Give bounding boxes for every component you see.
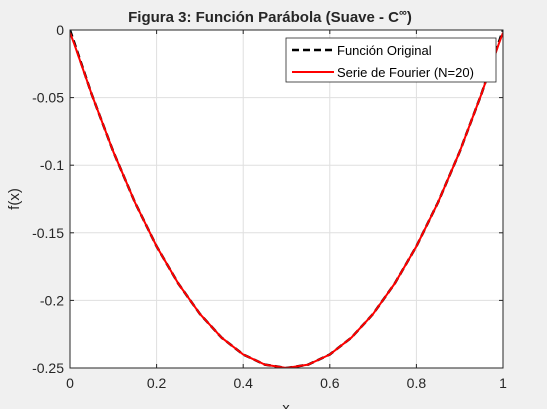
legend: Función Original Serie de Fourier (N=20) xyxy=(285,37,497,83)
x-tick-label: 0 xyxy=(66,375,74,391)
chart-title: Figura 3: Función Parábola (Suave - C∞) xyxy=(128,7,412,26)
legend-box xyxy=(285,37,497,83)
y-tick-label: -0.25 xyxy=(32,360,64,376)
series-line-1 xyxy=(70,32,503,368)
y-axis-label: f(x) xyxy=(6,188,23,210)
x-tick-label: 1 xyxy=(499,375,507,391)
y-tick-label: -0.05 xyxy=(32,90,64,106)
axis-ticks xyxy=(69,29,504,369)
x-tick-label: 0.2 xyxy=(147,375,167,391)
legend-label-original: Función Original xyxy=(337,43,432,58)
legend-label-fourier: Serie de Fourier (N=20) xyxy=(337,65,474,80)
axis-tick-labels: 0 0.2 0.4 0.6 0.8 1 0 -0.05 -0.1 -0.15 -0.2 -0.25 xyxy=(32,22,507,391)
series-layer xyxy=(70,30,503,368)
y-tick-label: 0 xyxy=(56,22,64,38)
chart-title-main: Figura 3: Función Parábola (Suave - C xyxy=(128,9,399,26)
y-tick-label: -0.2 xyxy=(40,292,64,308)
plot-area xyxy=(70,30,503,368)
y-tick-label: -0.1 xyxy=(40,157,64,173)
axes-box xyxy=(69,29,504,369)
chart-title-superscript: ∞ xyxy=(399,7,407,19)
x-tick-label: 0.8 xyxy=(407,375,427,391)
x-tick-label: 0.6 xyxy=(320,375,340,391)
y-tick-label: -0.15 xyxy=(32,225,64,241)
x-tick-label: 0.4 xyxy=(233,375,253,391)
x-axis-label: x xyxy=(282,400,290,409)
chart-title-suffix: ) xyxy=(407,9,412,26)
